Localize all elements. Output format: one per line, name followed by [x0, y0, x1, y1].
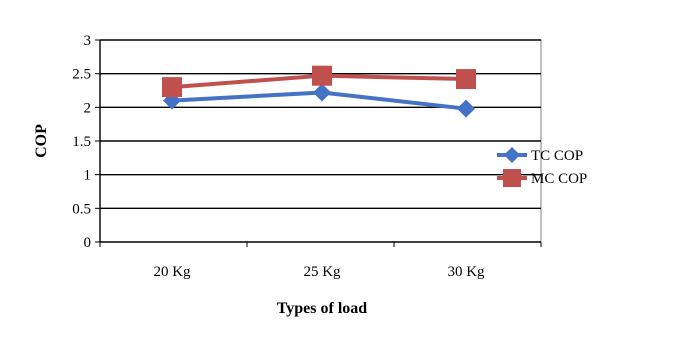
x-tick-label: 20 Kg: [153, 264, 191, 280]
legend-label: TC COP: [531, 148, 583, 164]
square-marker: [162, 77, 182, 98]
x-tick-label: 30 Kg: [447, 264, 485, 280]
diamond-marker: [504, 147, 520, 163]
x-tick-label: 25 Kg: [303, 264, 341, 280]
y-tick-label: 0: [84, 235, 92, 251]
y-axis-title: COP: [33, 124, 50, 158]
y-tick-label: 0.5: [72, 201, 91, 217]
legend-label: MC COP: [531, 171, 587, 187]
square-marker: [456, 69, 476, 90]
legend: TC COP MC COP: [497, 147, 587, 187]
y-tick-label: 2.5: [72, 67, 91, 83]
diamond-marker: [457, 99, 475, 118]
y-tick-label: 1: [84, 168, 92, 184]
y-tick-label: 1.5: [72, 134, 91, 150]
y-tick-label: 3: [84, 33, 92, 49]
square-marker: [312, 65, 332, 86]
x-axis-title: Types of load: [277, 300, 367, 317]
y-tick-label: 2: [84, 100, 92, 116]
diamond-marker: [313, 83, 331, 102]
square-marker: [503, 169, 521, 187]
